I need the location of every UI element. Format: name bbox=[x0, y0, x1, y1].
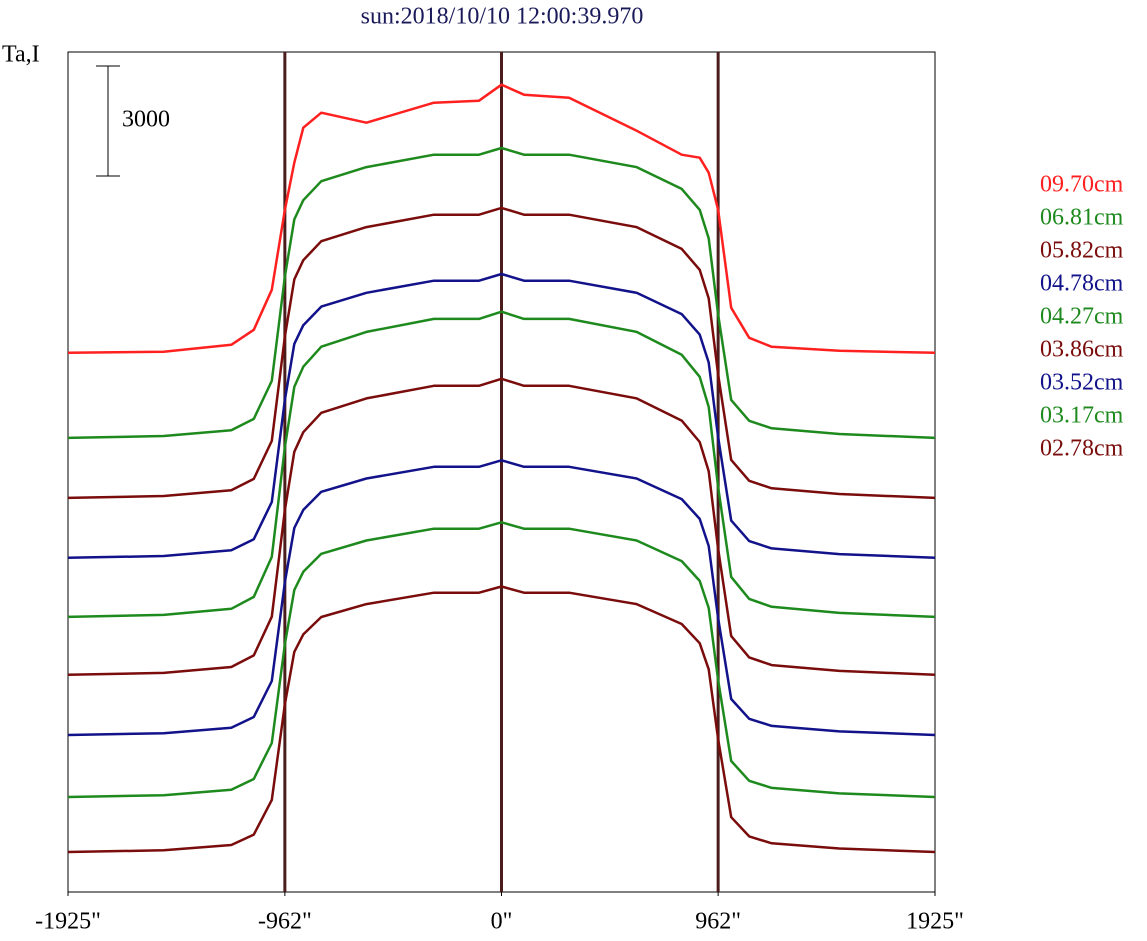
series-line bbox=[67, 459, 936, 737]
legend-label: 06.81cm bbox=[1040, 205, 1124, 231]
series-line bbox=[67, 206, 936, 500]
legend-label: 03.17cm bbox=[1040, 403, 1124, 429]
series-line bbox=[67, 377, 936, 677]
chart-title: sun:2018/10/10 12:00:39.970 bbox=[361, 4, 644, 30]
series-line bbox=[67, 310, 936, 619]
x-tick-label: 1925" bbox=[906, 909, 964, 935]
legend-label: 09.70cm bbox=[1040, 172, 1124, 198]
legend-label: 02.78cm bbox=[1040, 436, 1124, 462]
legend-label: 04.78cm bbox=[1040, 271, 1124, 297]
series-line bbox=[67, 521, 936, 799]
series-line bbox=[67, 272, 936, 560]
scale-bar-label: 3000 bbox=[122, 107, 170, 133]
series-line bbox=[67, 146, 936, 440]
series-line bbox=[67, 83, 936, 355]
legend-label: 03.52cm bbox=[1040, 370, 1124, 396]
x-tick-label: 0" bbox=[491, 909, 513, 935]
x-tick-label: 962" bbox=[695, 909, 741, 935]
legend-label: 03.86cm bbox=[1040, 337, 1124, 363]
x-tick-label: -962" bbox=[258, 909, 312, 935]
y-axis-label: Ta,I bbox=[2, 42, 40, 68]
x-tick-label: -1925" bbox=[35, 909, 101, 935]
legend-label: 05.82cm bbox=[1040, 238, 1124, 264]
legend-label: 04.27cm bbox=[1040, 304, 1124, 330]
series-line bbox=[67, 585, 936, 854]
